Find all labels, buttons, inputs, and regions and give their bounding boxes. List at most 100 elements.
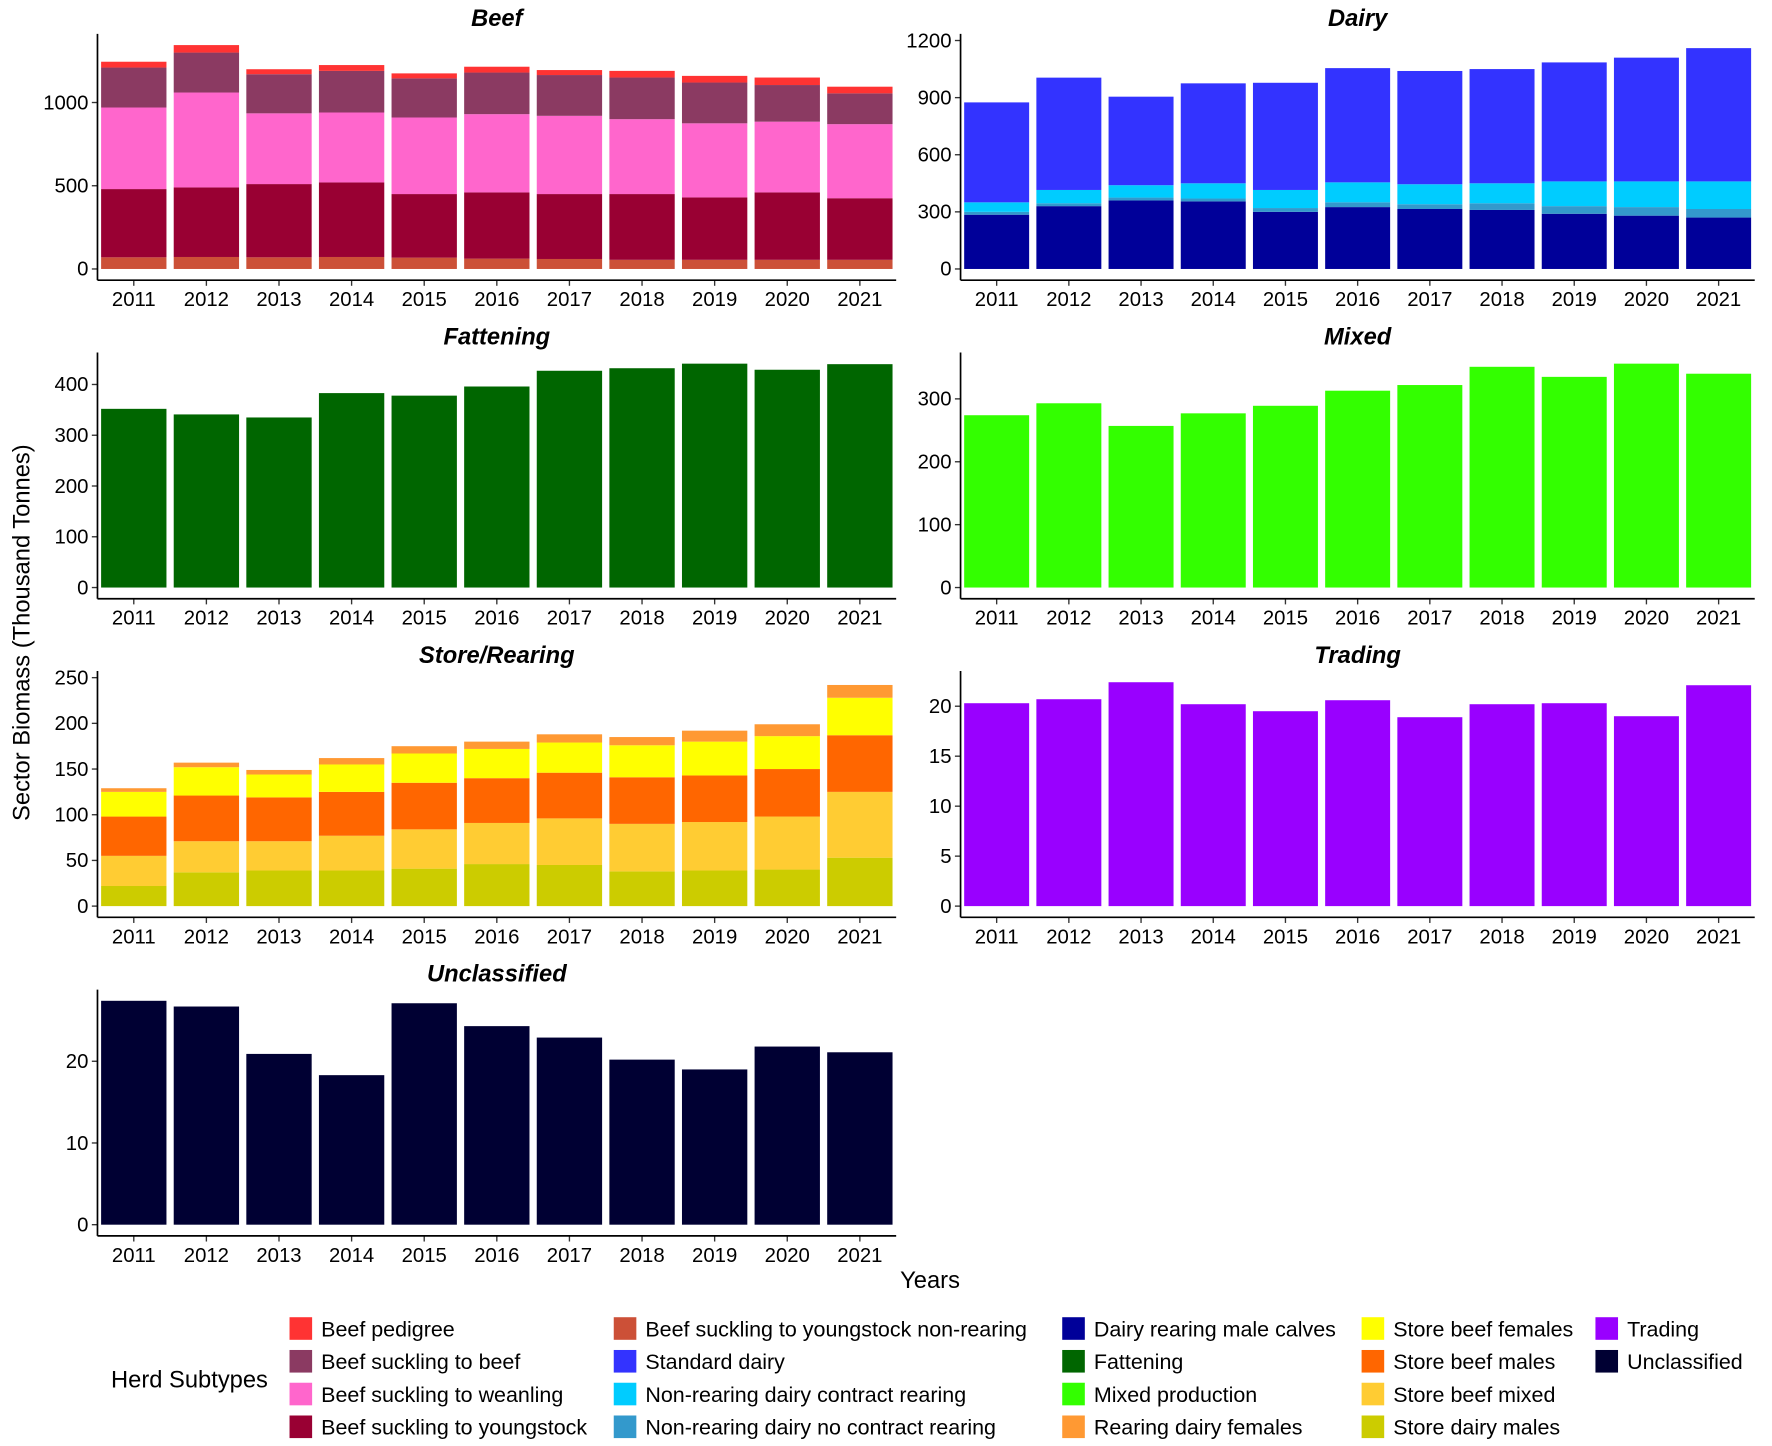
x-axis-label: Years — [900, 1268, 960, 1294]
x-tick-label: 2018 — [1479, 289, 1524, 311]
bar-2011-rearing-dairy-females — [101, 788, 167, 792]
bar-2017-rearing-dairy-females — [536, 734, 603, 743]
bar-2016-store-beef-females — [464, 748, 530, 779]
bar-2019-dairy-rearing-male-calves — [1541, 213, 1607, 269]
bar-2016-mixed-production — [1325, 390, 1391, 588]
panel-title: Store/Rearing — [419, 643, 575, 669]
legend-swatch — [1595, 1349, 1619, 1373]
bar-2021-store-beef-mixed — [827, 791, 893, 858]
bar-2012-standard-dairy — [1036, 77, 1102, 190]
x-tick-label: 2011 — [112, 1245, 156, 1267]
bar-2017-beef-suckling-to-weanling — [536, 115, 603, 195]
bar-2018-non-rearing-dairy-contract-rearing — [1469, 183, 1535, 204]
bar-2015-trading — [1252, 711, 1318, 907]
legend-label: Dairy rearing male calves — [1094, 1317, 1336, 1341]
bar-2015-non-rearing-dairy-contract-rearing — [1252, 189, 1318, 209]
bar-2021-non-rearing-dairy-contract-rearing — [1686, 181, 1752, 209]
bar-2020-store-beef-mixed — [754, 816, 820, 870]
legend-swatch — [613, 1415, 637, 1439]
bar-2019-fattening — [681, 363, 748, 588]
x-tick-label: 2014 — [1191, 608, 1236, 630]
x-tick-label: 2014 — [1191, 289, 1236, 311]
legend-swatch — [1062, 1349, 1085, 1373]
bar-2021-store-dairy-males — [827, 857, 893, 907]
bar-2012-dairy-rearing-male-calves — [1036, 206, 1102, 269]
bar-2015-store-beef-males — [391, 782, 457, 830]
bar-2016-rearing-dairy-females — [464, 741, 530, 749]
panel-title: Mixed — [1324, 325, 1392, 351]
bar-2018-trading — [1469, 704, 1535, 907]
bar-2011-beef-suckling-to-youngstock — [101, 189, 167, 258]
bar-2021-beef-suckling-to-youngstock — [827, 198, 893, 260]
bar-2013-non-rearing-dairy-contract-rearing — [1108, 185, 1174, 198]
bar-2018-rearing-dairy-females — [609, 737, 675, 746]
bar-2016-standard-dairy — [1325, 68, 1391, 183]
x-tick-label: 2013 — [256, 1245, 301, 1267]
bar-2011-store-beef-mixed — [101, 855, 167, 887]
legend-item: Unclassified — [1595, 1349, 1743, 1374]
bar-2020-non-rearing-dairy-no-contract-rearing — [1613, 207, 1679, 216]
bar-2019-non-rearing-dairy-contract-rearing — [1541, 181, 1607, 207]
y-tick-label: 150 — [55, 759, 89, 781]
bar-2011-store-beef-females — [101, 791, 167, 817]
x-tick-label: 2020 — [1624, 608, 1669, 630]
bar-2015-standard-dairy — [1252, 82, 1318, 190]
bar-2016-store-beef-mixed — [464, 822, 530, 865]
bar-2019-beef-pedigree — [681, 75, 748, 83]
legend-item: Rearing dairy females — [1062, 1415, 1303, 1440]
panel-beef: Beef 2011 2012 2013 2014 2015 2016 2017 2018 2019… — [43, 6, 897, 311]
bar-2016-beef-suckling-to-beef — [464, 72, 530, 115]
bar-2019-store-beef-females — [681, 741, 748, 776]
legend-item: Store dairy males — [1361, 1415, 1560, 1440]
bar-2012-fattening — [173, 414, 240, 588]
bar-2014-beef-suckling-to-beef — [318, 70, 385, 113]
x-tick-label: 2021 — [837, 926, 882, 948]
bar-2019-beef-suckling-to-youngstock-non-rearing — [681, 259, 748, 269]
bar-2021-beef-pedigree — [827, 86, 893, 94]
bar-2011-beef-suckling-to-weanling — [101, 107, 167, 190]
bar-2015-dairy-rearing-male-calves — [1252, 211, 1318, 269]
bar-2020-unclassified — [754, 1046, 820, 1225]
x-tick-label: 2012 — [184, 289, 229, 311]
x-tick-label: 2014 — [329, 1245, 374, 1267]
bar-2019-beef-suckling-to-beef — [681, 82, 748, 124]
bar-2018-beef-pedigree — [609, 70, 675, 78]
legend-swatch — [289, 1317, 313, 1340]
x-tick-label: 2016 — [474, 1245, 519, 1267]
legend-item: Non-rearing dairy no contract rearing — [613, 1415, 996, 1440]
bar-2011-fattening — [101, 408, 167, 588]
bar-2015-unclassified — [391, 1003, 457, 1225]
y-tick-label: 0 — [940, 896, 951, 918]
legend-swatch — [1361, 1349, 1385, 1373]
bar-2011-non-rearing-dairy-no-contract-rearing — [964, 211, 1030, 215]
bar-2018-beef-suckling-to-youngstock — [609, 194, 675, 260]
x-tick-label: 2020 — [765, 926, 810, 948]
bar-2017-store-beef-mixed — [536, 818, 603, 865]
legend-item: Mixed production — [1062, 1382, 1257, 1407]
bar-2017-beef-suckling-to-youngstock — [536, 194, 603, 259]
bar-2014-dairy-rearing-male-calves — [1180, 201, 1246, 269]
x-tick-label: 2013 — [256, 926, 301, 948]
y-tick-label: 250 — [55, 667, 89, 689]
bar-2013-store-dairy-males — [246, 870, 312, 907]
legend-item: Beef suckling to youngstock non-rearing — [613, 1317, 1027, 1341]
bar-2016-trading — [1325, 700, 1391, 907]
bar-2014-trading — [1180, 704, 1246, 907]
x-tick-label: 2011 — [975, 289, 1019, 311]
x-tick-label: 2020 — [765, 289, 810, 311]
bar-2013-non-rearing-dairy-no-contract-rearing — [1108, 197, 1174, 201]
bar-2011-trading — [964, 703, 1030, 907]
x-tick-label: 2016 — [474, 289, 519, 311]
bar-2021-store-beef-females — [827, 697, 893, 736]
y-tick-label: 0 — [77, 259, 88, 281]
x-tick-label: 2012 — [1046, 608, 1091, 630]
y-tick-label: 200 — [55, 476, 89, 498]
x-tick-label: 2011 — [112, 926, 156, 948]
bar-2016-fattening — [464, 386, 530, 588]
bar-2015-beef-suckling-to-youngstock — [391, 194, 457, 258]
x-tick-label: 2017 — [1407, 926, 1452, 948]
bar-2012-unclassified — [173, 1006, 240, 1225]
legend-swatch — [289, 1415, 313, 1439]
x-tick-label: 2018 — [1479, 926, 1524, 948]
legend-label: Store beef mixed — [1393, 1383, 1555, 1407]
